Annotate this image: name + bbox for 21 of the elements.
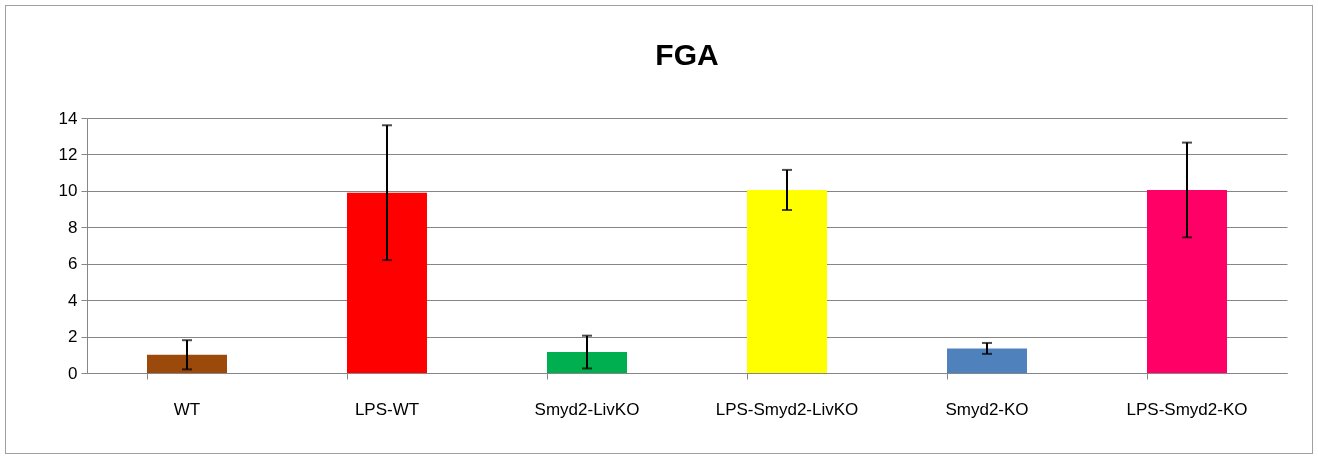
x-tick-label: WT <box>173 399 201 419</box>
y-tick-label: 10 <box>58 181 78 201</box>
y-tick-label: 6 <box>68 254 78 274</box>
x-tick-label: Smyd2-LivKO <box>534 399 640 419</box>
bar <box>747 189 827 373</box>
y-tick-label: 2 <box>68 327 78 347</box>
x-tick-label: LPS-WT <box>354 399 420 419</box>
x-tick-label: LPS-Smyd2-LivKO <box>715 399 859 419</box>
y-tick-label: 14 <box>58 108 78 128</box>
y-tick-label: 0 <box>68 363 78 383</box>
chart-title: FGA <box>655 38 719 71</box>
bar <box>1147 189 1227 373</box>
x-tick-label: Smyd2-KO <box>945 399 1029 419</box>
y-tick-label: 12 <box>58 144 78 164</box>
y-tick-label: 8 <box>68 217 78 237</box>
x-tick-label: LPS-Smyd2-KO <box>1126 399 1248 419</box>
bar <box>347 192 427 373</box>
bar <box>547 352 627 373</box>
y-tick-label: 4 <box>68 290 78 310</box>
bar <box>147 354 227 373</box>
bar <box>947 348 1027 373</box>
